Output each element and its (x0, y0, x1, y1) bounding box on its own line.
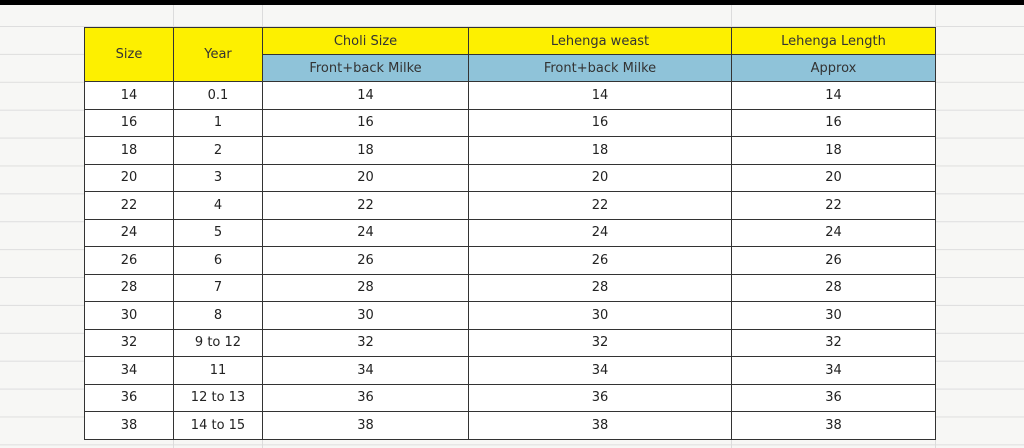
cell-year: 2 (173, 136, 263, 165)
cell-choli: 24 (262, 218, 469, 247)
cell-waist: 24 (468, 218, 732, 247)
cell-size: 34 (84, 356, 174, 385)
cell-year: 9 to 12 (173, 328, 263, 357)
cell-year: 8 (173, 301, 263, 330)
cell-choli: 36 (262, 383, 469, 412)
cell-choli: 20 (262, 163, 469, 192)
cell-length: 22 (731, 191, 936, 220)
cell-size: 24 (84, 218, 174, 247)
subheader-choli: Front+back Milke (262, 54, 469, 82)
cell-size: 36 (84, 383, 174, 412)
table-row: 38 14 to 15 38 38 38 (84, 411, 936, 440)
cell-year: 1 (173, 108, 263, 137)
cell-year: 0.1 (173, 81, 263, 110)
cell-choli: 14 (262, 81, 469, 110)
table-row: 22 4 22 22 22 (84, 191, 936, 220)
header-lehenga-length: Lehenga Length (731, 27, 936, 55)
cell-choli: 22 (262, 191, 469, 220)
cell-size: 20 (84, 163, 174, 192)
cell-waist: 28 (468, 273, 732, 302)
table-row: 20 3 20 20 20 (84, 163, 936, 192)
cell-length: 16 (731, 108, 936, 137)
cell-choli: 32 (262, 328, 469, 357)
table-row: 34 11 34 34 34 (84, 356, 936, 385)
table-row: 14 0.1 14 14 14 (84, 81, 936, 110)
cell-year: 5 (173, 218, 263, 247)
cell-length: 36 (731, 383, 936, 412)
cell-choli: 18 (262, 136, 469, 165)
grid-line (935, 5, 936, 448)
cell-length: 18 (731, 136, 936, 165)
cell-waist: 26 (468, 246, 732, 275)
table-row: 24 5 24 24 24 (84, 218, 936, 247)
table-row: 28 7 28 28 28 (84, 273, 936, 302)
table-row: 36 12 to 13 36 36 36 (84, 383, 936, 412)
cell-length: 30 (731, 301, 936, 330)
cell-year: 4 (173, 191, 263, 220)
cell-year: 11 (173, 356, 263, 385)
table-row: 16 1 16 16 16 (84, 108, 936, 137)
cell-waist: 32 (468, 328, 732, 357)
cell-year: 7 (173, 273, 263, 302)
header-lehenga-waist: Lehenga weast (468, 27, 732, 55)
cell-length: 38 (731, 411, 936, 440)
top-black-bar (0, 0, 1024, 5)
subheader-length: Approx (731, 54, 936, 82)
cell-choli: 16 (262, 108, 469, 137)
cell-year: 6 (173, 246, 263, 275)
size-chart-table: Size Year Choli Size Lehenga weast Lehen… (84, 27, 936, 440)
table-row: 26 6 26 26 26 (84, 246, 936, 275)
table-row: 32 9 to 12 32 32 32 (84, 328, 936, 357)
cell-waist: 14 (468, 81, 732, 110)
cell-choli: 28 (262, 273, 469, 302)
cell-size: 22 (84, 191, 174, 220)
cell-length: 34 (731, 356, 936, 385)
header-size: Size (84, 27, 174, 82)
table-row: 30 8 30 30 30 (84, 301, 936, 330)
cell-size: 28 (84, 273, 174, 302)
cell-size: 30 (84, 301, 174, 330)
cell-size: 18 (84, 136, 174, 165)
cell-size: 32 (84, 328, 174, 357)
cell-waist: 36 (468, 383, 732, 412)
cell-length: 14 (731, 81, 936, 110)
cell-year: 3 (173, 163, 263, 192)
cell-size: 26 (84, 246, 174, 275)
cell-waist: 20 (468, 163, 732, 192)
cell-size: 16 (84, 108, 174, 137)
cell-choli: 34 (262, 356, 469, 385)
cell-length: 20 (731, 163, 936, 192)
subheader-waist: Front+back Milke (468, 54, 732, 82)
cell-choli: 26 (262, 246, 469, 275)
header-year: Year (173, 27, 263, 82)
cell-choli: 30 (262, 301, 469, 330)
table-row: 18 2 18 18 18 (84, 136, 936, 165)
cell-waist: 22 (468, 191, 732, 220)
cell-choli: 38 (262, 411, 469, 440)
cell-length: 32 (731, 328, 936, 357)
cell-length: 28 (731, 273, 936, 302)
cell-year: 12 to 13 (173, 383, 263, 412)
cell-waist: 30 (468, 301, 732, 330)
cell-waist: 16 (468, 108, 732, 137)
cell-length: 26 (731, 246, 936, 275)
header-choli-size: Choli Size (262, 27, 469, 55)
cell-size: 14 (84, 81, 174, 110)
cell-length: 24 (731, 218, 936, 247)
cell-waist: 34 (468, 356, 732, 385)
cell-size: 38 (84, 411, 174, 440)
cell-year: 14 to 15 (173, 411, 263, 440)
cell-waist: 38 (468, 411, 732, 440)
table-body: 14 0.1 14 14 14 16 1 16 16 16 18 2 18 18 18 20 3 20 20 20 22… (84, 81, 936, 440)
cell-waist: 18 (468, 136, 732, 165)
